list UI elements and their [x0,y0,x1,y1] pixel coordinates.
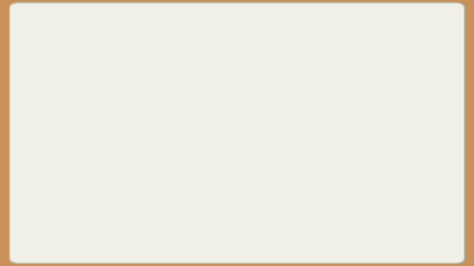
Ellipse shape [201,140,217,164]
Text: guard cells: guard cells [182,219,239,253]
Circle shape [155,191,163,199]
Circle shape [150,76,168,94]
Text: Stomatal
pore: Stomatal pore [272,192,397,233]
Ellipse shape [127,40,347,240]
Ellipse shape [130,167,188,223]
Ellipse shape [255,160,271,184]
Text: SHOW: SHOW [42,38,81,48]
Text: ADIMU: ADIMU [42,22,79,32]
Circle shape [150,186,168,204]
Circle shape [233,51,241,59]
Ellipse shape [191,75,246,205]
Circle shape [311,81,319,89]
Ellipse shape [199,120,215,144]
Ellipse shape [130,56,188,114]
Circle shape [306,186,324,204]
Ellipse shape [115,107,170,172]
Circle shape [250,140,260,150]
Text: chloroplast: chloroplast [57,67,191,107]
Text: vacuole: vacuole [69,171,189,190]
Circle shape [228,216,246,234]
Ellipse shape [304,107,359,172]
Text: nucleus: nucleus [309,143,409,156]
Ellipse shape [221,80,253,200]
Ellipse shape [172,63,302,218]
Ellipse shape [257,140,273,164]
Circle shape [155,81,163,89]
Circle shape [214,140,224,150]
Circle shape [138,136,146,144]
Ellipse shape [203,80,219,104]
Ellipse shape [286,167,344,223]
Circle shape [245,135,265,155]
Circle shape [306,76,324,94]
Text: epidermal cell: epidermal cell [200,13,274,54]
Ellipse shape [192,27,282,82]
Ellipse shape [207,178,223,202]
Circle shape [133,131,151,149]
Ellipse shape [199,100,215,124]
Ellipse shape [203,160,219,184]
Ellipse shape [251,178,267,202]
Ellipse shape [192,197,282,252]
Circle shape [328,136,336,144]
Ellipse shape [152,50,322,230]
Circle shape [228,46,246,64]
Ellipse shape [228,90,246,190]
Ellipse shape [228,75,283,205]
Ellipse shape [286,56,344,114]
Circle shape [233,221,241,229]
Circle shape [323,131,341,149]
Circle shape [209,135,229,155]
Ellipse shape [259,100,275,124]
Ellipse shape [192,77,282,202]
Ellipse shape [255,80,271,104]
Ellipse shape [259,120,275,144]
Text: Outer thin
wall: Outer thin wall [46,119,156,141]
Circle shape [311,191,319,199]
Text: inner thick wall: inner thick wall [314,45,450,81]
